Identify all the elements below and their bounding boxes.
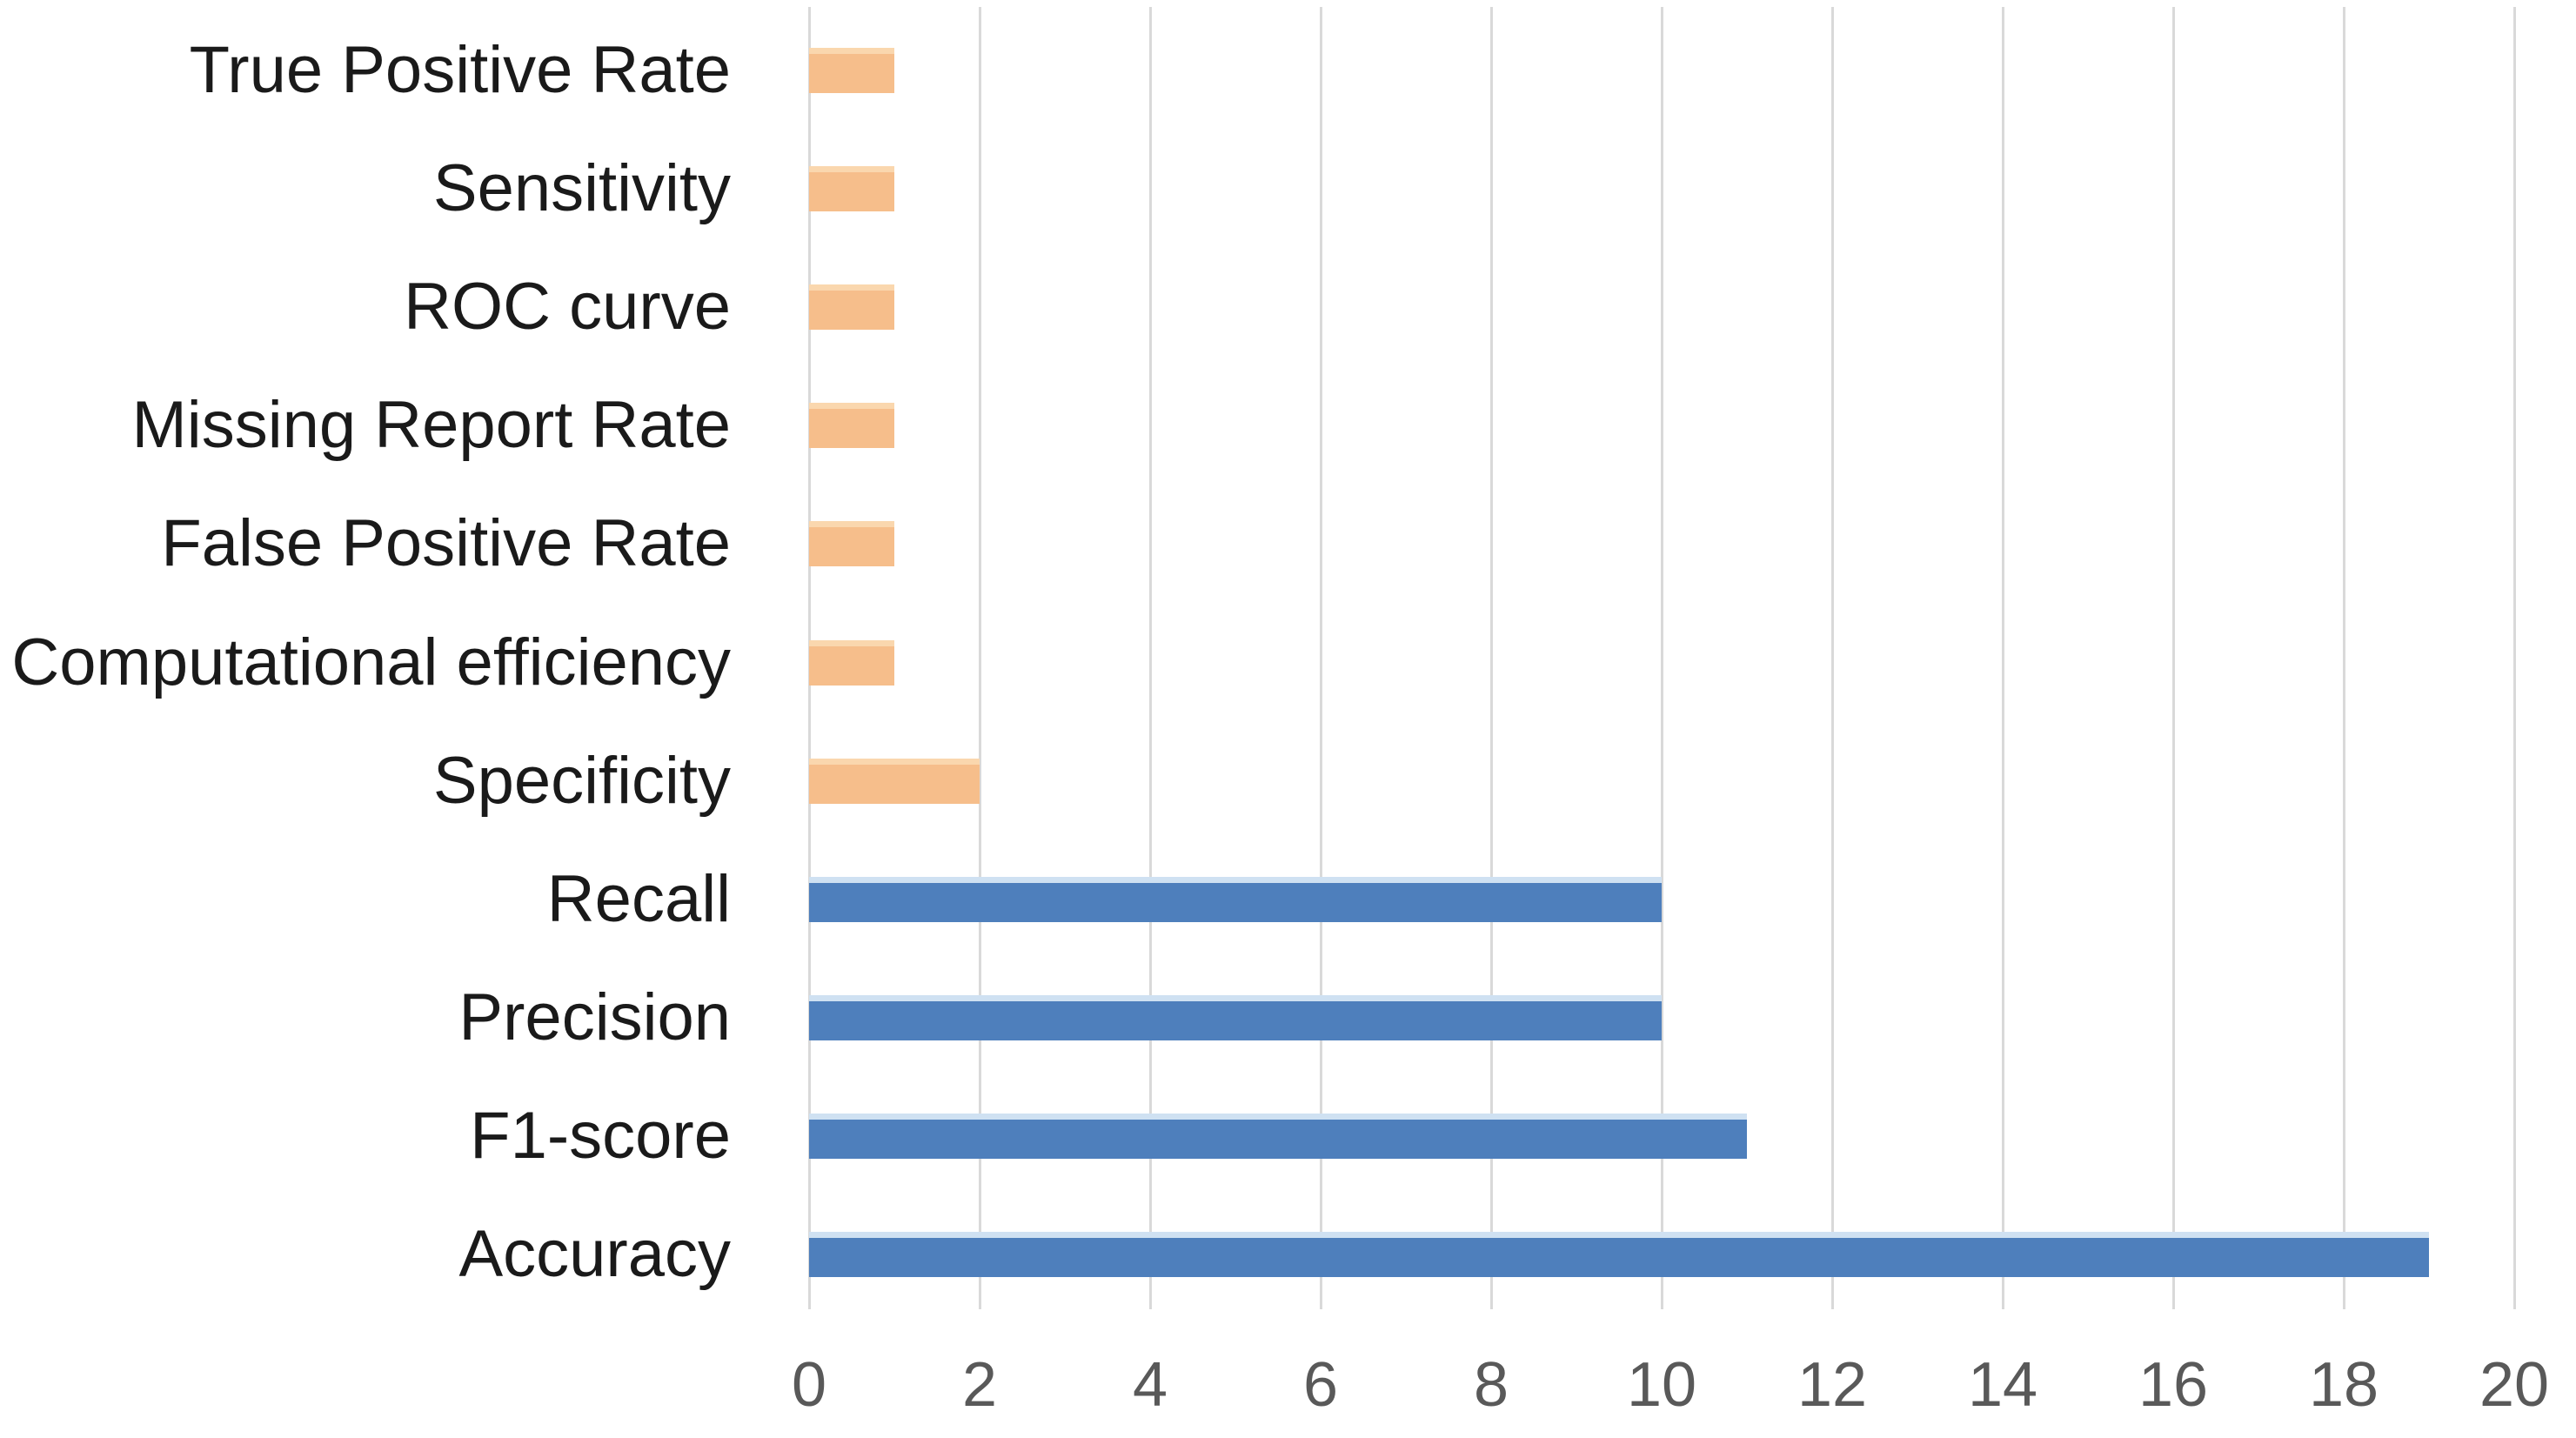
gridline-x-8: [1489, 7, 1493, 1309]
category-label: Specificity: [432, 743, 731, 818]
category-label: False Positive Rate: [161, 506, 731, 581]
category-label: Computational efficiency: [11, 625, 731, 699]
bar-true-positive-rate: [809, 48, 894, 93]
x-tick-label-0: 0: [791, 1350, 827, 1420]
bar-sensitivity: [809, 166, 894, 212]
x-tick-label-10: 10: [1626, 1350, 1697, 1420]
x-tick-label-12: 12: [1797, 1350, 1868, 1420]
bar-accuracy: [809, 1232, 2429, 1277]
bar-roc-curve: [809, 284, 894, 331]
x-tick-label-16: 16: [2138, 1350, 2209, 1420]
category-label: Missing Report Rate: [131, 388, 732, 463]
bar-recall: [809, 876, 1662, 922]
x-tick-label-18: 18: [2308, 1350, 2379, 1420]
category-label: True Positive Rate: [189, 33, 731, 107]
category-label: ROC curve: [404, 270, 731, 344]
x-tick-label-4: 4: [1132, 1350, 1168, 1420]
bar-precision: [809, 994, 1662, 1040]
gridline-x-2: [978, 7, 981, 1309]
bar-missing-report-rate: [809, 403, 894, 449]
gridline-x-16: [2171, 7, 2175, 1309]
plot-area: [807, 7, 2516, 1309]
category-label: Accuracy: [458, 1217, 731, 1291]
bar-f1-score: [809, 1113, 1747, 1159]
gridline-x-14: [2001, 7, 2004, 1309]
category-label: Precision: [458, 980, 731, 1054]
gridline-x-6: [1319, 7, 1322, 1309]
category-label: Sensitivity: [432, 151, 731, 226]
gridline-x-12: [1830, 7, 1834, 1309]
x-tick-label-8: 8: [1473, 1350, 1509, 1420]
category-label: F1-score: [470, 1098, 731, 1173]
bar-false-positive-rate: [809, 521, 894, 567]
x-tick-label-14: 14: [1967, 1350, 2038, 1420]
gridline-x-4: [1148, 7, 1152, 1309]
x-tick-label-20: 20: [2479, 1350, 2550, 1420]
bar-specificity: [809, 758, 980, 804]
x-tick-label-6: 6: [1302, 1350, 1339, 1420]
bar-computational-efficiency: [809, 639, 894, 686]
gridline-x-10: [1660, 7, 1663, 1309]
x-tick-label-2: 2: [961, 1350, 998, 1420]
category-label: Recall: [546, 861, 731, 936]
gridline-x-18: [2342, 7, 2345, 1309]
gridline-x-20: [2512, 7, 2516, 1309]
